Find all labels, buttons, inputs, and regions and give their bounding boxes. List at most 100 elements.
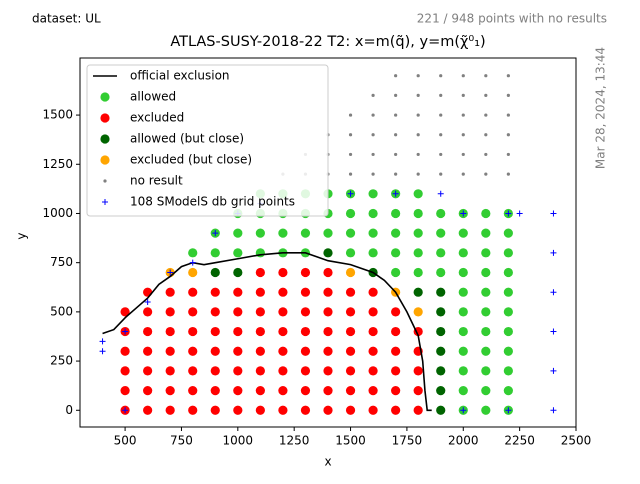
point [278, 346, 288, 356]
point [458, 307, 468, 317]
point [278, 267, 288, 278]
point [143, 326, 153, 337]
exclusion-line [102, 252, 432, 412]
point [300, 385, 311, 396]
point [143, 405, 153, 415]
point [143, 385, 153, 396]
point [481, 248, 491, 258]
point [458, 346, 468, 356]
point [188, 287, 198, 297]
y-tick-label: 500 [50, 304, 73, 318]
point [371, 133, 375, 137]
point [368, 366, 378, 376]
y-tick-label: 1000 [42, 206, 73, 220]
point [481, 287, 491, 297]
point [371, 93, 375, 97]
point [416, 113, 420, 117]
point [233, 228, 243, 238]
plot-marks [99, 74, 557, 415]
point [165, 346, 175, 356]
point [323, 248, 333, 258]
point [413, 385, 423, 396]
point [394, 74, 398, 78]
point [348, 152, 353, 157]
point [165, 307, 175, 317]
point [413, 189, 423, 199]
point [413, 248, 423, 258]
point [436, 267, 446, 278]
point [348, 133, 353, 137]
point [506, 74, 510, 78]
point [233, 307, 243, 317]
x-tick-label: 1250 [279, 434, 310, 448]
point [122, 407, 129, 414]
point [188, 405, 198, 415]
point [503, 346, 513, 356]
point [345, 307, 356, 317]
point [120, 346, 130, 356]
point [371, 113, 375, 117]
point [120, 385, 130, 396]
point [120, 366, 130, 376]
x-tick-label: 500 [114, 434, 137, 448]
point [503, 248, 513, 258]
point [255, 287, 265, 297]
point [458, 248, 468, 258]
point [188, 307, 198, 317]
point [436, 366, 446, 376]
point [210, 307, 220, 317]
point [460, 407, 467, 414]
point [416, 74, 420, 78]
point [503, 287, 513, 297]
point [371, 152, 375, 157]
point [255, 366, 265, 376]
point [165, 366, 175, 376]
point [233, 267, 243, 278]
point [550, 289, 557, 296]
point [255, 326, 265, 337]
point [503, 228, 513, 238]
point [506, 133, 510, 137]
y-tick-label: 1250 [42, 157, 73, 171]
point [345, 267, 356, 278]
point [503, 366, 513, 376]
point [484, 133, 488, 137]
point [255, 385, 265, 396]
x-tick-label: 1750 [392, 434, 423, 448]
point [188, 248, 198, 258]
dataset-label: dataset: UL [32, 12, 101, 26]
point [550, 367, 557, 374]
point [416, 93, 420, 97]
point [439, 152, 443, 157]
point [300, 366, 311, 376]
point [188, 385, 198, 396]
point [413, 267, 423, 278]
point [368, 326, 378, 337]
point [516, 210, 523, 217]
point [461, 172, 465, 176]
point [481, 307, 491, 317]
point [345, 248, 356, 258]
point [458, 366, 468, 376]
point [345, 208, 356, 219]
point [436, 228, 446, 238]
point [212, 230, 219, 237]
point [484, 172, 488, 176]
point [210, 326, 220, 337]
y-tick-label: 250 [50, 354, 73, 368]
point [323, 326, 333, 337]
point [99, 348, 106, 355]
x-tick-label: 2500 [561, 434, 592, 448]
point [345, 366, 356, 376]
point [233, 346, 243, 356]
point [391, 385, 401, 396]
point [233, 366, 243, 376]
point [481, 208, 491, 219]
point [394, 113, 398, 117]
point [484, 113, 488, 117]
point [391, 208, 401, 219]
point [436, 248, 446, 258]
point [371, 172, 375, 176]
x-tick-label: 1000 [223, 434, 254, 448]
